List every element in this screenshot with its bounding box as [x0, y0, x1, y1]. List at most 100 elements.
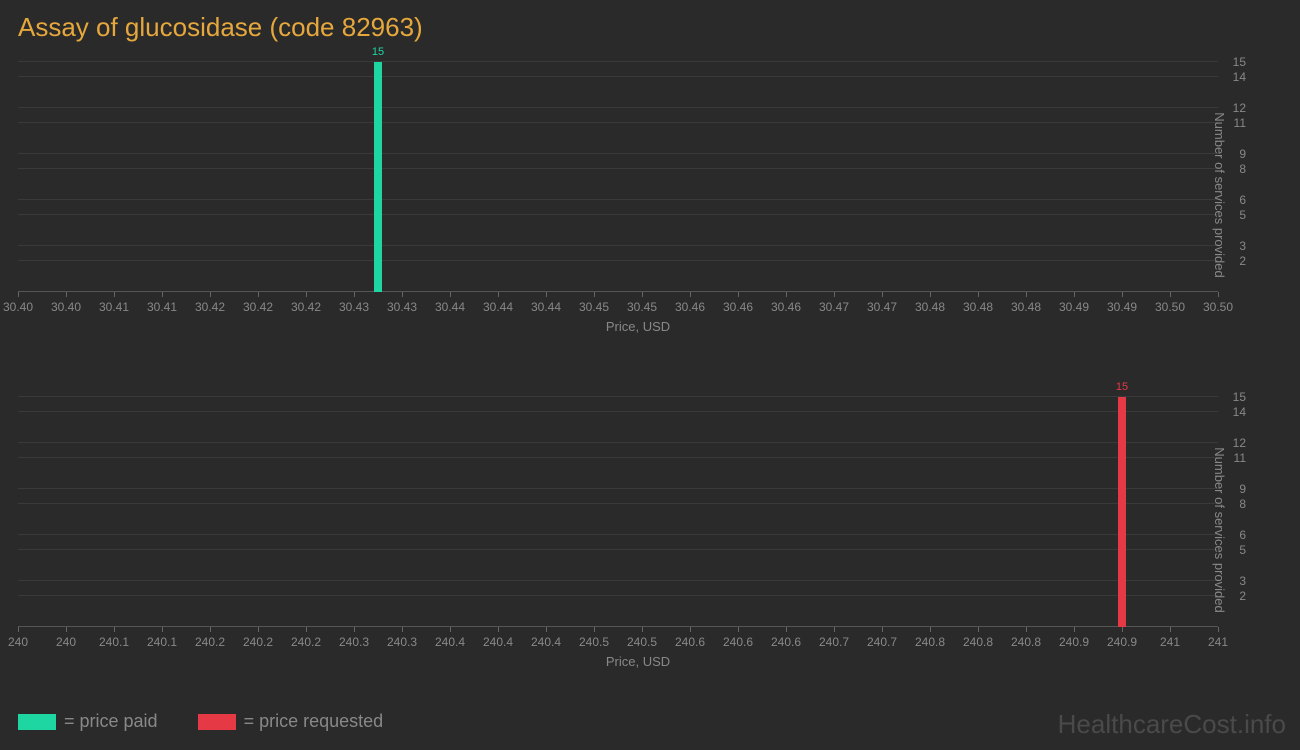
x-tick-mark	[594, 292, 595, 297]
x-tick-label: 30.50	[1155, 300, 1185, 314]
y-tick-label: 2	[1239, 254, 1246, 268]
bar: 15	[374, 62, 382, 292]
x-tick-mark	[354, 292, 355, 297]
x-tick-mark	[882, 627, 883, 632]
x-tick-mark	[642, 292, 643, 297]
gridline	[18, 168, 1218, 169]
x-tick-mark	[162, 627, 163, 632]
y-tick-label: 15	[1233, 55, 1246, 69]
x-tick-label: 30.50	[1203, 300, 1233, 314]
axis-baseline	[18, 291, 1218, 292]
x-tick-label: 240.9	[1059, 635, 1089, 649]
x-tick-label: 240.4	[483, 635, 513, 649]
x-tick-label: 30.41	[147, 300, 177, 314]
x-tick-mark	[402, 292, 403, 297]
bar: 15	[1118, 397, 1126, 627]
x-tick-mark	[786, 627, 787, 632]
x-tick-label: 30.48	[1011, 300, 1041, 314]
x-tick-mark	[450, 627, 451, 632]
x-tick-label: 241	[1208, 635, 1228, 649]
gridline	[18, 199, 1218, 200]
x-tick-mark	[594, 627, 595, 632]
watermark: HealthcareCost.info	[1058, 709, 1286, 740]
y-tick-label: 8	[1239, 497, 1246, 511]
legend-item-requested: = price requested	[198, 711, 384, 732]
gridline	[18, 153, 1218, 154]
x-tick-mark	[114, 627, 115, 632]
gridline	[18, 595, 1218, 596]
x-tick-mark	[18, 292, 19, 297]
gridline	[18, 107, 1218, 108]
x-tick-label: 30.40	[51, 300, 81, 314]
legend-swatch-paid	[18, 714, 56, 730]
y-tick-label: 8	[1239, 162, 1246, 176]
x-tick-label: 240.1	[147, 635, 177, 649]
gridline	[18, 76, 1218, 77]
gridline	[18, 260, 1218, 261]
x-tick-label: 240.4	[531, 635, 561, 649]
gridline	[18, 214, 1218, 215]
bar-value-label: 15	[1116, 381, 1128, 393]
x-axis-label: Price, USD	[606, 654, 670, 669]
x-tick-label: 240.6	[723, 635, 753, 649]
x-tick-label: 30.40	[3, 300, 33, 314]
x-tick-label: 240.7	[819, 635, 849, 649]
x-tick-mark	[1026, 292, 1027, 297]
x-tick-mark	[1218, 292, 1219, 297]
x-tick-label: 30.47	[819, 300, 849, 314]
x-tick-label: 30.42	[291, 300, 321, 314]
y-tick-label: 2	[1239, 589, 1246, 603]
y-tick-label: 11	[1234, 451, 1246, 465]
x-tick-mark	[786, 292, 787, 297]
x-tick-mark	[978, 627, 979, 632]
x-tick-label: 30.49	[1059, 300, 1089, 314]
x-tick-label: 30.48	[915, 300, 945, 314]
gridline	[18, 503, 1218, 504]
x-tick-label: 240.7	[867, 635, 897, 649]
chart-price-paid: 2356891112141530.4030.4030.4130.4130.423…	[18, 50, 1258, 340]
y-tick-label: 14	[1233, 70, 1246, 84]
x-tick-mark	[210, 292, 211, 297]
x-tick-label: 240.9	[1107, 635, 1137, 649]
x-tick-mark	[258, 292, 259, 297]
x-tick-label: 30.43	[339, 300, 369, 314]
x-tick-label: 30.48	[963, 300, 993, 314]
y-tick-label: 3	[1239, 574, 1246, 588]
legend: = price paid = price requested	[18, 711, 383, 732]
x-tick-mark	[834, 292, 835, 297]
axis-baseline	[18, 626, 1218, 627]
gridline	[18, 549, 1218, 550]
x-tick-label: 241	[1160, 635, 1180, 649]
x-tick-label: 240.8	[915, 635, 945, 649]
bar-value-label: 15	[372, 46, 384, 58]
x-tick-label: 30.46	[675, 300, 705, 314]
x-tick-label: 30.41	[99, 300, 129, 314]
x-tick-label: 240.5	[579, 635, 609, 649]
gridline	[18, 245, 1218, 246]
x-axis-label: Price, USD	[606, 319, 670, 334]
y-tick-label: 5	[1239, 543, 1246, 557]
chart-price-requested: 23568911121415240240240.1240.1240.2240.2…	[18, 385, 1258, 675]
gridline	[18, 580, 1218, 581]
x-tick-mark	[1122, 292, 1123, 297]
x-tick-mark	[882, 292, 883, 297]
x-tick-label: 30.44	[483, 300, 513, 314]
y-tick-label: 9	[1239, 482, 1246, 496]
x-tick-label: 240.6	[771, 635, 801, 649]
x-tick-mark	[306, 292, 307, 297]
x-tick-mark	[834, 627, 835, 632]
x-tick-mark	[1122, 627, 1123, 632]
x-tick-mark	[210, 627, 211, 632]
x-tick-label: 240.4	[435, 635, 465, 649]
y-tick-label: 9	[1239, 147, 1246, 161]
x-tick-mark	[498, 627, 499, 632]
y-tick-label: 6	[1239, 528, 1246, 542]
legend-label-requested: = price requested	[244, 711, 384, 732]
legend-item-paid: = price paid	[18, 711, 158, 732]
x-tick-label: 30.42	[195, 300, 225, 314]
x-tick-mark	[354, 627, 355, 632]
y-tick-label: 14	[1233, 405, 1246, 419]
legend-label-paid: = price paid	[64, 711, 158, 732]
x-tick-label: 30.44	[531, 300, 561, 314]
y-tick-label: 12	[1233, 101, 1246, 115]
